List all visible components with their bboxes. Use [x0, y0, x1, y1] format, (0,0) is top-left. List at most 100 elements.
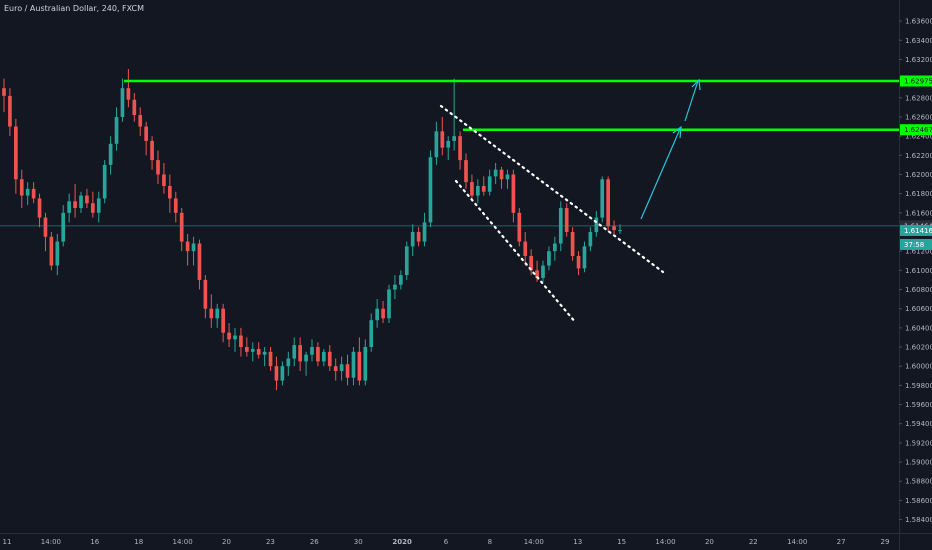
- price-label-2-bg: [900, 224, 932, 236]
- candle-body: [505, 174, 510, 180]
- candle-body: [61, 212, 66, 242]
- arrowhead-2: [691, 78, 701, 91]
- candle-body: [535, 270, 539, 279]
- candle-body: [37, 198, 42, 218]
- candle-body: [215, 308, 220, 319]
- y-tick-label: 1.61000: [905, 267, 932, 275]
- price-axis[interactable]: 1.636001.634001.632001.630001.628001.626…: [899, 18, 932, 524]
- y-tick-label: 1.59400: [905, 420, 932, 428]
- candle-body: [73, 201, 77, 209]
- y-tick-label: 1.62600: [905, 113, 932, 121]
- candle-body: [138, 115, 143, 127]
- candle-body: [529, 255, 533, 271]
- y-tick-label: 1.62000: [905, 171, 932, 179]
- y-tick-label: 1.63400: [905, 37, 932, 45]
- candle-body: [339, 364, 344, 371]
- candle-body: [446, 140, 451, 148]
- candle-body: [570, 231, 575, 256]
- level-label-1: 1.62975: [904, 78, 932, 86]
- candle-body: [322, 351, 326, 362]
- countdown-label-bg: [900, 238, 932, 250]
- y-tick-label: 1.61600: [905, 209, 932, 217]
- candle-body: [286, 358, 291, 367]
- candle-body: [43, 217, 48, 237]
- x-tick-label: 6: [444, 538, 449, 546]
- projection-arrow-2: [684, 80, 699, 122]
- y-tick-label: 1.63600: [905, 18, 932, 26]
- candle-body: [333, 366, 338, 371]
- x-tick-label: 16: [90, 538, 99, 546]
- candle-body: [55, 241, 60, 266]
- candle-body: [156, 160, 160, 175]
- candle-body: [191, 243, 196, 252]
- y-tick-label: 1.59800: [905, 382, 932, 390]
- candle-body: [523, 241, 528, 256]
- candle-body: [582, 246, 587, 269]
- candle-body: [179, 212, 184, 242]
- candle-body: [227, 332, 231, 340]
- x-tick-label: 30: [354, 538, 363, 546]
- candle-body: [375, 308, 379, 321]
- level-label-1-bg: [900, 75, 932, 87]
- x-tick-label: 14:00: [173, 538, 193, 546]
- x-tick-label: 15: [617, 538, 626, 546]
- y-tick-label: 1.60200: [905, 344, 932, 352]
- projection-arrow-1: [640, 128, 681, 220]
- candle-body: [120, 88, 125, 117]
- x-tick-label: 27: [837, 538, 846, 546]
- x-tick-label: 20: [222, 538, 231, 546]
- y-tick-label: 1.58400: [905, 516, 932, 524]
- x-tick-label: 2020: [392, 538, 412, 546]
- candle-body: [150, 140, 154, 161]
- candle-body: [67, 201, 71, 213]
- candle-body: [600, 179, 605, 218]
- candle-body: [126, 88, 131, 100]
- candle-body: [363, 347, 368, 381]
- x-tick-label: 22: [749, 538, 758, 546]
- x-tick-label: 20: [705, 538, 714, 546]
- y-tick-label: 1.62400: [905, 133, 932, 141]
- y-tick-label: 1.62200: [905, 152, 932, 160]
- candle-body: [268, 351, 273, 367]
- channel-lower-line: [454, 179, 578, 325]
- candle-body: [114, 116, 119, 144]
- y-tick-label: 1.59600: [905, 401, 932, 409]
- candle-body: [304, 354, 308, 362]
- candle-body: [245, 347, 249, 352]
- candle-body: [233, 335, 237, 340]
- candle-body: [434, 131, 439, 158]
- x-tick-label: 18: [134, 538, 143, 546]
- candle-body: [19, 179, 24, 196]
- candle-body: [576, 255, 581, 269]
- candle-body: [162, 174, 166, 186]
- arrowhead-1: [672, 125, 682, 139]
- x-tick-label: 13: [573, 538, 582, 546]
- candle-body: [132, 99, 137, 116]
- y-tick-label: 1.58600: [905, 497, 932, 505]
- candle-body: [351, 351, 356, 378]
- candle-body: [547, 251, 551, 266]
- candle-body: [256, 348, 261, 355]
- candle-body: [8, 95, 12, 127]
- candle-body: [280, 366, 285, 381]
- candle-body: [618, 230, 622, 232]
- candle-body: [31, 188, 36, 199]
- candle-body: [144, 126, 148, 141]
- candle-body: [102, 164, 107, 199]
- y-tick-label: 1.60400: [905, 324, 932, 332]
- candle-body: [49, 236, 54, 266]
- y-tick-label: 1.58800: [905, 478, 932, 486]
- chart-title: Euro / Australian Dollar, 240, FXCM: [4, 4, 145, 13]
- candle-body: [452, 136, 456, 141]
- time-axis[interactable]: 11 14:00 16 18 14:00 20 23 26 30 2020 6 8 14:00 13 15 1…: [3, 538, 890, 546]
- candle-body: [422, 222, 427, 242]
- candle-body: [464, 160, 468, 183]
- candle-body: [410, 231, 415, 247]
- candle-body: [612, 226, 616, 231]
- candle-body: [298, 345, 302, 362]
- candle-body: [416, 231, 421, 242]
- candle-body: [553, 243, 557, 252]
- y-tick-label: 1.60600: [905, 305, 932, 313]
